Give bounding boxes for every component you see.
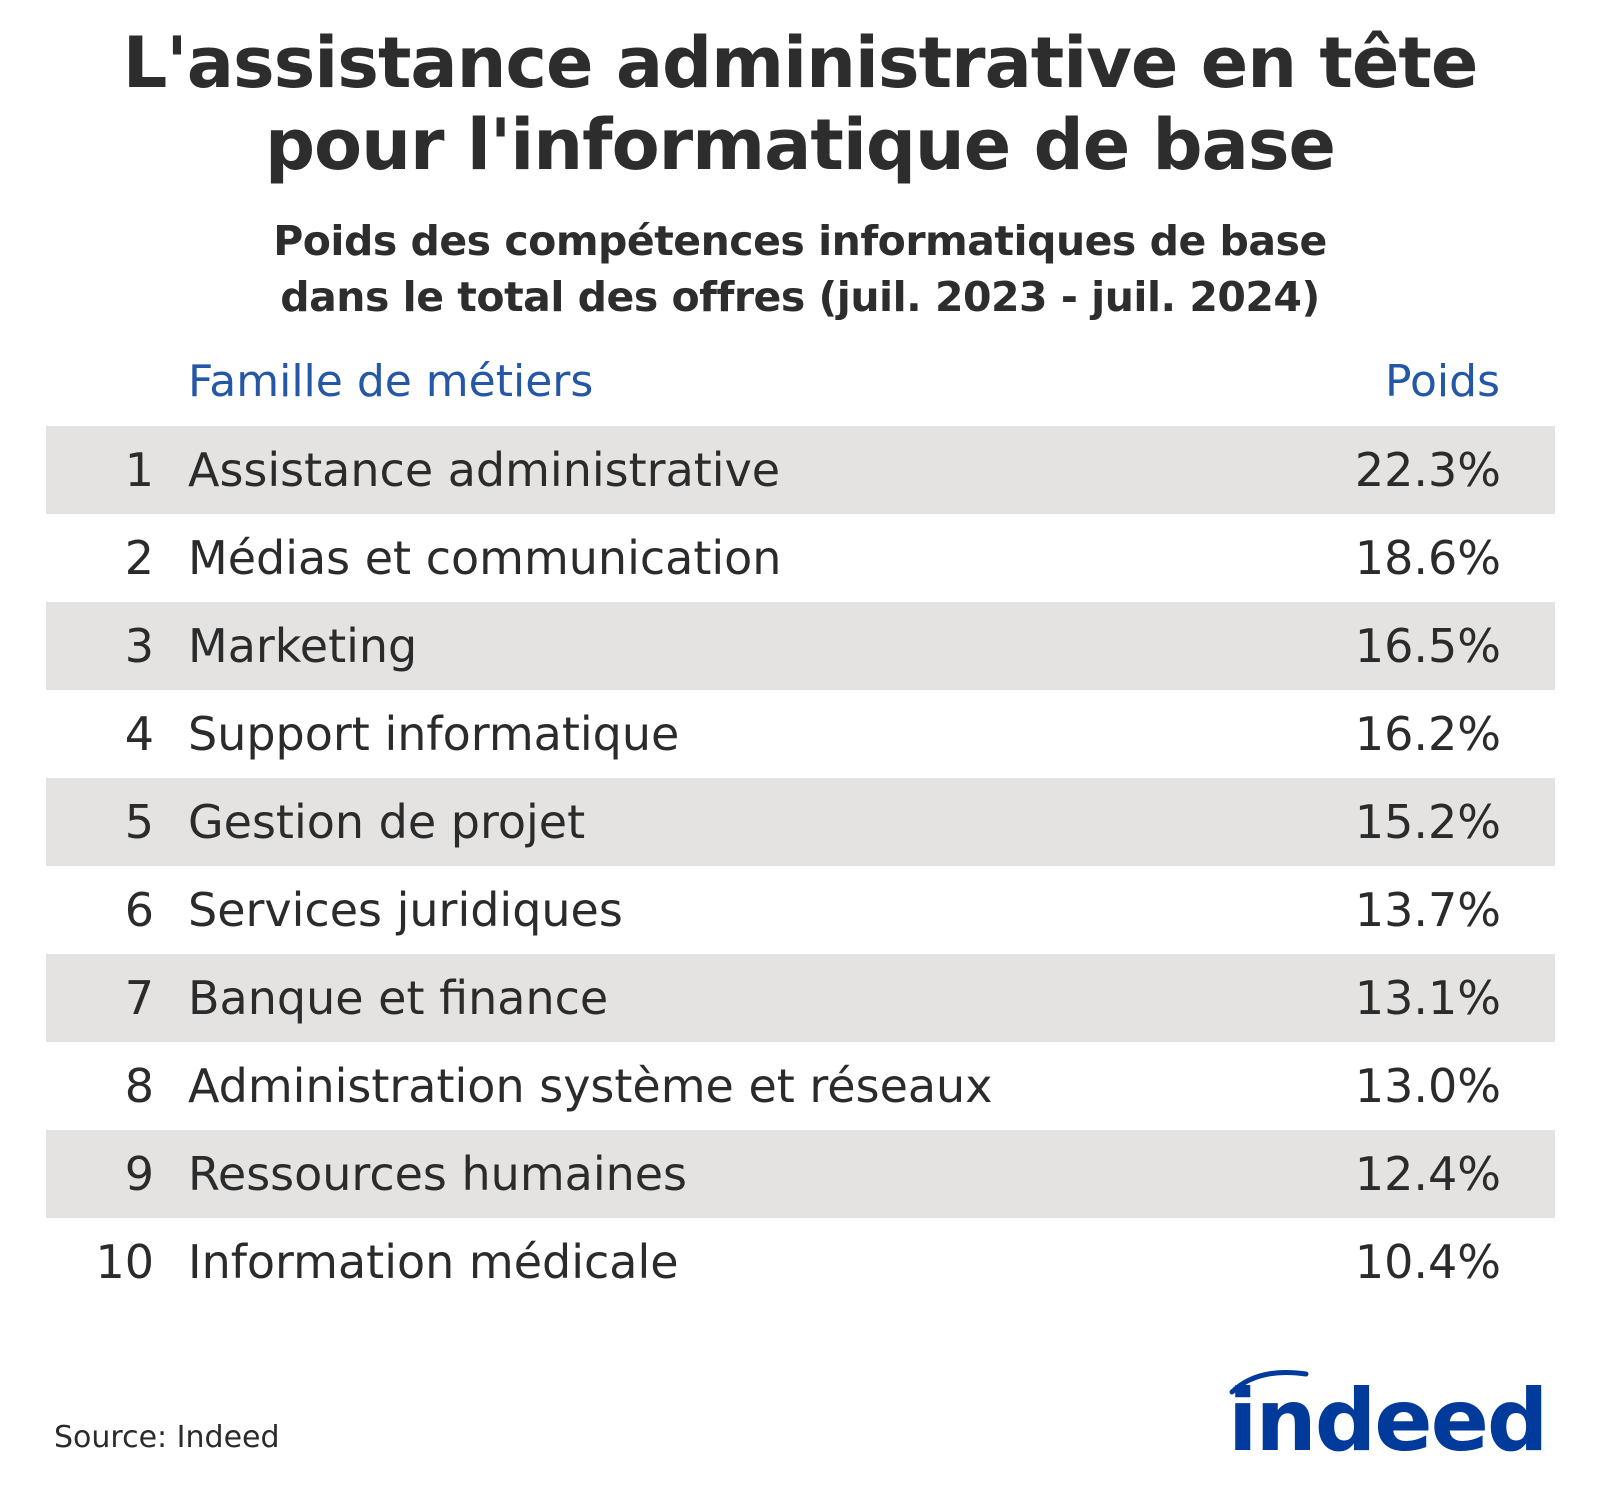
- row-family-label: Services juridiques: [188, 883, 623, 937]
- table-row: 10 Information médicale 10.4%: [46, 1218, 1555, 1306]
- column-header-weight: Poids: [1385, 356, 1500, 407]
- row-weight-value: 16.2%: [1354, 707, 1501, 761]
- row-family-label: Support informatique: [188, 707, 680, 761]
- row-rank: 4: [124, 707, 154, 761]
- row-family-label: Médias et communication: [188, 531, 782, 585]
- chart-subtitle-line-1: Poids des compétences informatiques de b…: [273, 217, 1327, 265]
- row-family-label: Gestion de projet: [188, 795, 586, 849]
- row-rank: 1: [124, 443, 154, 497]
- row-weight-value: 22.3%: [1354, 443, 1501, 497]
- row-family-label: Information médicale: [188, 1235, 679, 1289]
- chart-title: L'assistance administrative en tête pour…: [0, 22, 1600, 186]
- row-rank: 10: [95, 1235, 154, 1289]
- row-weight-value: 16.5%: [1354, 619, 1501, 673]
- row-weight-value: 10.4%: [1354, 1235, 1501, 1289]
- row-rank: 5: [124, 795, 154, 849]
- row-family-label: Ressources humaines: [188, 1147, 688, 1201]
- chart-title-line-2: pour l'informatique de base: [264, 104, 1336, 186]
- row-rank: 3: [124, 619, 154, 673]
- row-rank: 9: [124, 1147, 154, 1201]
- indeed-logo-icon: indeed: [1228, 1362, 1568, 1471]
- row-weight-value: 15.2%: [1354, 795, 1501, 849]
- row-rank: 7: [124, 971, 154, 1025]
- row-weight-value: 13.1%: [1354, 971, 1501, 1025]
- row-family-label: Marketing: [188, 619, 418, 673]
- table-row: 3 Marketing 16.5%: [46, 602, 1555, 690]
- row-rank: 6: [124, 883, 154, 937]
- table-row: 7 Banque et finance 13.1%: [46, 954, 1555, 1042]
- table-row: 2 Médias et communication 18.6%: [46, 514, 1555, 602]
- table-row: 6 Services juridiques 13.7%: [46, 866, 1555, 954]
- table-row: 1 Assistance administrative 22.3%: [46, 426, 1555, 514]
- source-note: Source: Indeed: [54, 1420, 280, 1455]
- indeed-logo-svg: indeed: [1228, 1369, 1548, 1471]
- row-weight-value: 13.0%: [1354, 1059, 1501, 1113]
- table-row: 4 Support informatique 16.2%: [46, 690, 1555, 778]
- row-family-label: Banque et finance: [188, 971, 609, 1025]
- row-rank: 2: [124, 531, 154, 585]
- chart-title-line-1: L'assistance administrative en tête: [122, 22, 1479, 104]
- logo-text: indeed: [1228, 1371, 1546, 1462]
- table-row: 8 Administration système et réseaux 13.0%: [46, 1042, 1555, 1130]
- table-row: 5 Gestion de projet 15.2%: [46, 778, 1555, 866]
- column-header-family: Famille de métiers: [188, 356, 594, 407]
- table-row: 9 Ressources humaines 12.4%: [46, 1130, 1555, 1218]
- chart-subtitle-line-2: dans le total des offres (juil. 2023 - j…: [280, 273, 1320, 321]
- row-weight-value: 12.4%: [1354, 1147, 1501, 1201]
- row-weight-value: 18.6%: [1354, 531, 1501, 585]
- row-weight-value: 13.7%: [1354, 883, 1501, 937]
- row-family-label: Administration système et réseaux: [188, 1059, 993, 1113]
- ranking-table: 1 Assistance administrative 22.3% 2 Médias e…: [46, 426, 1555, 1306]
- chart-subtitle: Poids des compétences informatiques de b…: [0, 213, 1600, 325]
- row-family-label: Assistance administrative: [188, 443, 781, 497]
- logo-arc: [1229, 1369, 1309, 1395]
- row-rank: 8: [124, 1059, 154, 1113]
